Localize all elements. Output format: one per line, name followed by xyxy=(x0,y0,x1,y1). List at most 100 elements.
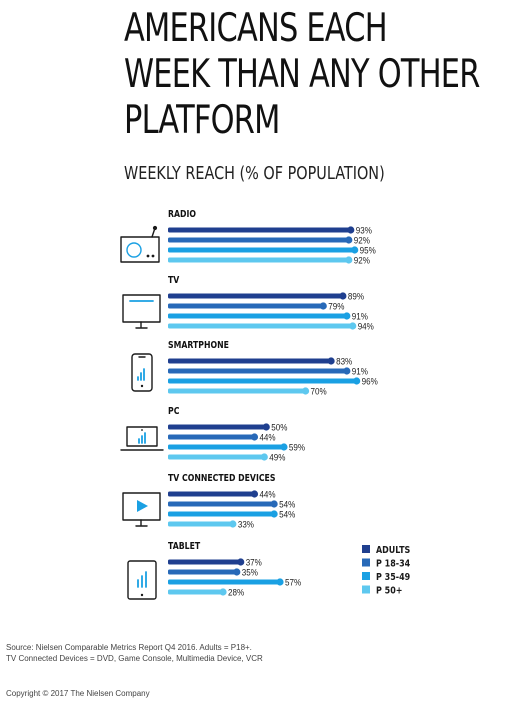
data-label: 92% xyxy=(354,255,370,266)
data-label: 92% xyxy=(354,235,370,246)
source-note-devices: TV Connected Devices = DVD, Game Console… xyxy=(6,654,263,663)
bar xyxy=(168,589,224,595)
bar xyxy=(168,323,353,329)
bar-end-dot xyxy=(345,236,353,244)
bar-end-dot xyxy=(250,433,259,441)
copyright-text: Copyright © 2017 The Nielsen Company xyxy=(6,689,150,698)
legend-swatch xyxy=(362,585,370,594)
category-label: TV xyxy=(168,275,180,286)
bar xyxy=(168,511,275,517)
bar-end-dot xyxy=(280,443,288,451)
data-label: 91% xyxy=(352,366,368,377)
bar xyxy=(168,521,233,527)
bar xyxy=(168,227,351,233)
radio-icon xyxy=(120,225,160,263)
data-label: 57% xyxy=(285,577,301,588)
data-label: 50% xyxy=(271,422,287,433)
bar-end-dot xyxy=(339,292,347,300)
category-label: TABLET xyxy=(168,541,200,552)
bar xyxy=(168,388,306,394)
bar-end-dot xyxy=(270,500,278,508)
category-group: TV 89% 79% 91%94% xyxy=(168,275,374,332)
bar xyxy=(168,491,255,497)
chart-subtitle: WEEKLY REACH (% OF POPULATION) xyxy=(124,163,385,184)
data-label: 59% xyxy=(289,442,305,453)
data-label: 35% xyxy=(242,567,258,578)
data-label: 93% xyxy=(356,225,372,236)
bar-end-dot xyxy=(219,588,227,596)
bar-end-dot xyxy=(250,490,259,498)
data-label: 44% xyxy=(259,489,275,500)
legend-label: P 18-34 xyxy=(376,559,410,570)
bar-end-dot xyxy=(345,256,353,264)
legend-label: P 50+ xyxy=(376,586,402,597)
bar xyxy=(168,559,241,565)
weekly-reach-chart: RADIO93%92%95%92%TV89%79%91%94%SMARTPHON… xyxy=(120,209,410,600)
page-title: AMERICANS EACH WEEK THAN ANY OTHER PLATF… xyxy=(124,6,480,144)
bar xyxy=(168,434,255,440)
title-line-1: AMERICANS EACH xyxy=(124,6,388,51)
bar xyxy=(168,358,332,364)
legend-swatch xyxy=(362,572,370,580)
bar xyxy=(168,247,355,253)
bar-end-dot xyxy=(276,578,284,586)
bar-end-dot xyxy=(343,367,351,375)
bar-end-dot xyxy=(270,510,278,518)
bar-end-dot xyxy=(351,246,359,254)
bar xyxy=(168,444,284,450)
tablet-icon xyxy=(127,560,157,600)
bar xyxy=(168,424,267,430)
data-label: 94% xyxy=(358,321,374,332)
bar xyxy=(168,303,324,309)
bar xyxy=(168,257,349,263)
bar xyxy=(168,454,265,460)
category-group: TABLET 37%35% 57% 28% xyxy=(168,541,301,598)
data-label: 37% xyxy=(246,557,262,568)
data-label: 95% xyxy=(360,245,376,256)
bar-end-dot xyxy=(233,568,241,576)
smartphone-icon xyxy=(131,353,153,392)
data-label: 83% xyxy=(336,356,352,367)
category-group: PC 50%44% 59% 49% xyxy=(168,406,305,463)
category-group: TV CONNECTED DEVICES 44% 54%54% 33% xyxy=(168,473,295,530)
legend: ADULTS P 18-34 P 35-49 P 50+ xyxy=(362,545,410,597)
category-label: RADIO xyxy=(168,209,196,220)
data-label: 79% xyxy=(328,301,344,312)
tv-icon xyxy=(122,294,161,329)
data-label: 44% xyxy=(259,432,275,443)
legend-swatch xyxy=(362,545,370,553)
data-label: 89% xyxy=(348,291,364,302)
bar-end-dot xyxy=(319,302,327,310)
bar xyxy=(168,569,237,575)
data-label: 54% xyxy=(279,509,295,520)
category-label: TV CONNECTED DEVICES xyxy=(168,473,275,484)
category-group: SMARTPHONE 83%91%96% 70% xyxy=(168,340,378,397)
data-label: 70% xyxy=(311,386,327,397)
data-label: 91% xyxy=(352,311,368,322)
data-label: 49% xyxy=(269,452,285,463)
bar-end-dot xyxy=(353,377,361,385)
category-label: PC xyxy=(168,406,179,417)
data-label: 54% xyxy=(279,499,295,510)
bar xyxy=(168,368,347,374)
tv-connected-devices-icon xyxy=(122,492,161,527)
bar-end-dot xyxy=(349,322,357,330)
title-line-3: PLATFORM xyxy=(124,98,280,143)
legend-label: P 35-49 xyxy=(376,572,410,583)
title-line-2: WEEK THAN ANY OTHER xyxy=(124,52,480,97)
bar-end-dot xyxy=(260,453,268,461)
bar xyxy=(168,237,349,243)
bar xyxy=(168,579,281,585)
data-label: 28% xyxy=(228,587,244,598)
bar xyxy=(168,313,347,319)
bar-end-dot xyxy=(237,558,245,566)
legend-swatch xyxy=(362,558,370,567)
bar-end-dot xyxy=(327,357,335,365)
bar xyxy=(168,501,275,507)
bar-end-dot xyxy=(343,312,351,320)
data-label: 96% xyxy=(362,376,378,387)
bar-end-dot xyxy=(347,226,355,234)
data-label: 33% xyxy=(238,519,254,530)
source-note: Source: Nielsen Comparable Metrics Repor… xyxy=(6,643,252,652)
